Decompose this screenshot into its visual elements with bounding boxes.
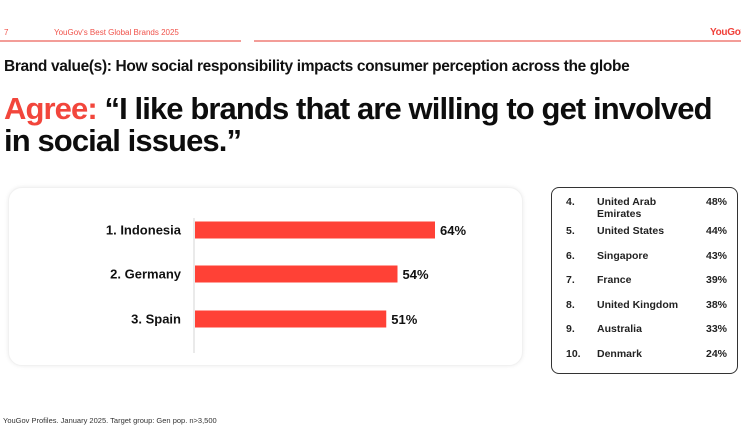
rank: 9. xyxy=(566,323,575,335)
bar xyxy=(195,265,398,283)
value: 38% xyxy=(705,299,727,311)
country-name: Australia xyxy=(597,323,642,335)
header-page-number: 7 xyxy=(4,28,9,37)
footnote: YouGov Profiles. January 2025. Target gr… xyxy=(3,416,217,425)
value: 43% xyxy=(705,250,727,262)
header-divider-right xyxy=(254,40,741,42)
header-report-title: YouGov's Best Global Brands 2025 xyxy=(54,28,179,37)
rank: 6. xyxy=(566,250,575,262)
rank: 5. xyxy=(566,225,575,237)
country-name: United States xyxy=(597,225,665,237)
header-divider-left xyxy=(0,40,241,42)
data-label: 64% xyxy=(440,223,466,238)
country-name: Singapore xyxy=(597,250,649,262)
rank: 10. xyxy=(566,348,581,360)
value: 33% xyxy=(705,323,727,335)
data-label: 51% xyxy=(391,312,417,327)
ranking-table: 4. United Arab Emirates 48% 5. United States… xyxy=(551,187,738,374)
category-label: 2. Germany xyxy=(110,267,182,282)
country-name: France xyxy=(597,274,632,286)
data-label: 54% xyxy=(403,267,429,282)
headline: Agree: “I like brands that are willing t… xyxy=(4,93,741,157)
category-label: 3. Spain xyxy=(131,312,181,327)
yougov-logo: YouGov xyxy=(710,27,741,38)
rank: 7. xyxy=(566,274,575,286)
value: 24% xyxy=(705,348,727,360)
bar xyxy=(195,310,387,328)
rank: 8. xyxy=(566,299,575,311)
headline-agree-label: Agree: xyxy=(4,91,98,126)
headline-quote: “I like brands that are willing to get i… xyxy=(4,91,713,158)
slide-subtitle: Brand value(s): How social responsibilit… xyxy=(4,58,630,75)
rank: 4. xyxy=(566,196,575,208)
value: 44% xyxy=(705,225,727,237)
country-name: United Arab Emirates xyxy=(597,196,657,220)
country-name: United Kingdom xyxy=(597,299,679,311)
bar xyxy=(195,221,435,239)
value: 39% xyxy=(705,274,727,286)
bar-chart: 1. Indonesia 64% 2. Germany 54% 3. Spain 51% xyxy=(106,218,466,353)
country-name: Denmark xyxy=(597,348,642,360)
bar-chart-card: 1. Indonesia 64% 2. Germany 54% 3. Spain 51% xyxy=(8,187,523,366)
value: 48% xyxy=(705,196,727,208)
category-label: 1. Indonesia xyxy=(106,223,182,238)
